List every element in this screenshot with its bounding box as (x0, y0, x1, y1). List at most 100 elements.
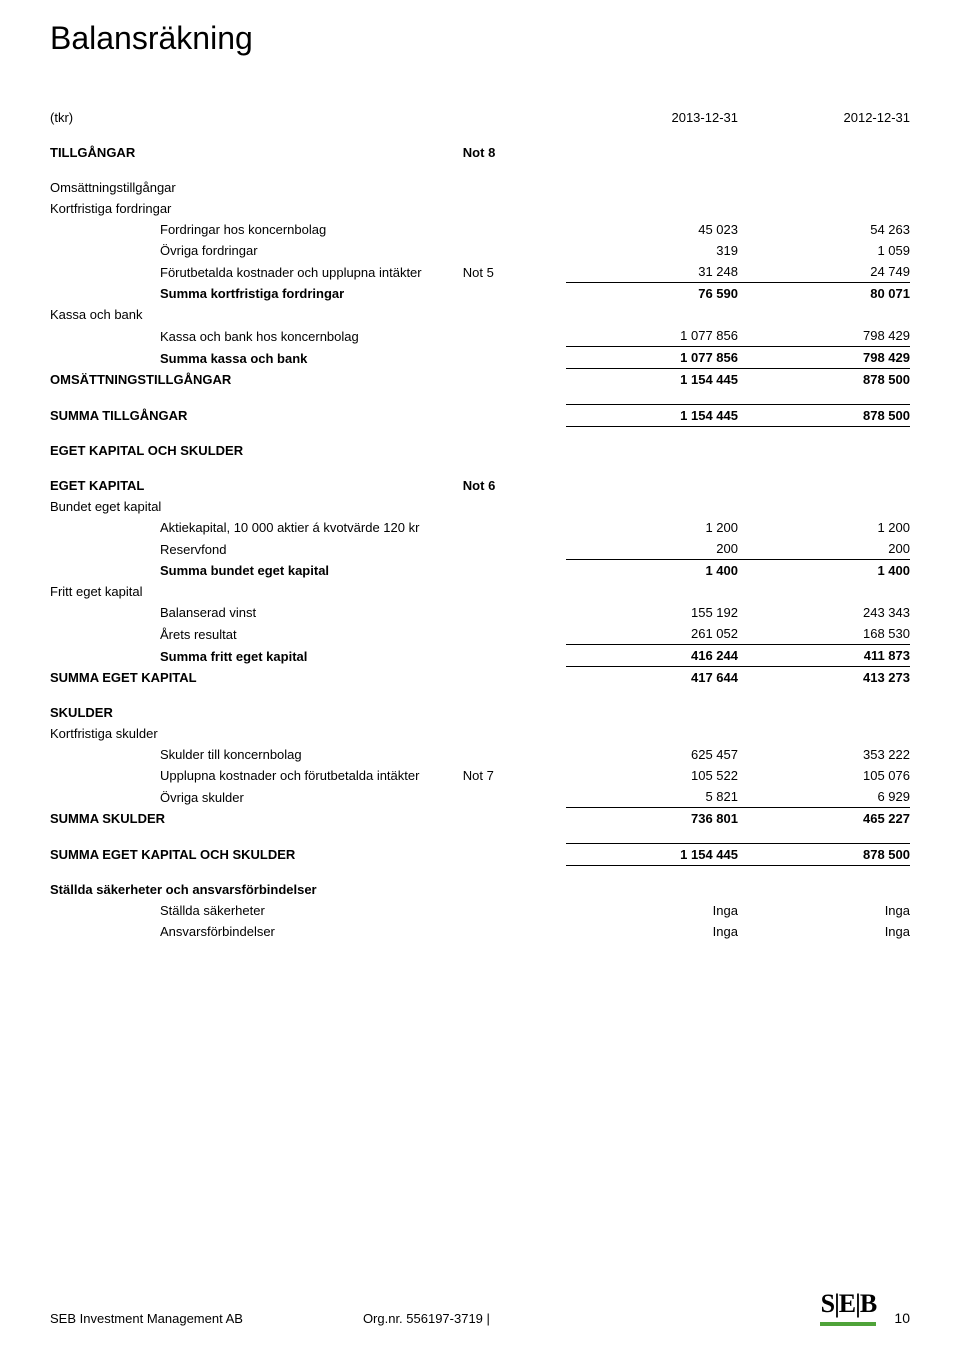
kassa-koncern-a: 1 077 856 (566, 325, 738, 347)
row-sum-tillg: SUMMA TILLGÅNGAR 1 154 445 878 500 (50, 404, 910, 426)
row-sum-ek: SUMMA EGET KAPITAL 417 644 413 273 (50, 667, 910, 689)
bal-vinst-a: 155 192 (566, 602, 738, 623)
sum-kassa-a: 1 077 856 (566, 347, 738, 369)
row-tillgangar: TILLGÅNGAR Not 8 (50, 142, 910, 163)
page-number: 10 (894, 1310, 910, 1326)
col-a-header: 2013-12-31 (566, 107, 738, 128)
sum-fritt-a: 416 244 (566, 645, 738, 667)
row-kort-skulder: Kortfristiga skulder (50, 723, 910, 744)
row-sum-fritt: Summa fritt eget kapital 416 244 411 873 (50, 645, 910, 667)
header-note-blank (463, 107, 566, 128)
row-reservfond: Reservfond 200 200 (50, 538, 910, 560)
ansvar-a: Inga (566, 921, 738, 942)
stallda-sak-label: Ställda säkerheter (50, 900, 463, 921)
footer-orgnr: Org.nr. 556197-3719 | (363, 1311, 490, 1326)
row-ek-skulder: EGET KAPITAL OCH SKULDER (50, 440, 910, 461)
row-skuld-koncern: Skulder till koncernbolag 625 457 353 22… (50, 744, 910, 765)
kort-fordr-label: Kortfristiga fordringar (50, 198, 463, 219)
sum-ek-skuld-a: 1 154 445 (566, 843, 738, 865)
forutbet-note: Not 5 (463, 261, 566, 283)
balance-sheet-table: (tkr) 2013-12-31 2012-12-31 TILLGÅNGAR N… (50, 107, 910, 942)
oms-tillg-sum-b: 878 500 (738, 369, 910, 391)
upplupna-label: Upplupna kostnader och förutbetalda intä… (50, 765, 463, 786)
row-stallda: Ställda säkerheter och ansvarsförbindels… (50, 879, 910, 900)
row-ovr-skuld: Övriga skulder 5 821 6 929 (50, 786, 910, 808)
arets-res-a: 261 052 (566, 623, 738, 645)
arets-res-b: 168 530 (738, 623, 910, 645)
kort-skulder-label: Kortfristiga skulder (50, 723, 463, 744)
sum-ek-skuld-b: 878 500 (738, 843, 910, 865)
fordr-koncern-a: 45 023 (566, 219, 738, 240)
row-bundet: Bundet eget kapital (50, 496, 910, 517)
sum-kort-fordr-label: Summa kortfristiga fordringar (50, 283, 463, 305)
forutbet-a: 31 248 (566, 261, 738, 283)
sum-skuld-label: SUMMA SKULDER (50, 808, 463, 830)
page-footer: SEB Investment Management AB Org.nr. 556… (50, 1286, 910, 1326)
sum-kassa-label: Summa kassa och bank (50, 347, 463, 369)
sum-fritt-label: Summa fritt eget kapital (50, 645, 463, 667)
oms-tillg-sum-a: 1 154 445 (566, 369, 738, 391)
fordr-koncern-label: Fordringar hos koncernbolag (50, 219, 463, 240)
sum-ek-b: 413 273 (738, 667, 910, 689)
bal-vinst-label: Balanserad vinst (50, 602, 463, 623)
ovriga-fordr-b: 1 059 (738, 240, 910, 261)
row-stallda-sak: Ställda säkerheter Inga Inga (50, 900, 910, 921)
reservfond-a: 200 (566, 538, 738, 560)
sum-tillg-b: 878 500 (738, 404, 910, 426)
ek-note: Not 6 (463, 475, 566, 496)
header-row: (tkr) 2013-12-31 2012-12-31 (50, 107, 910, 128)
fordr-koncern-b: 54 263 (738, 219, 910, 240)
unit-label: (tkr) (50, 107, 463, 128)
aktiekap-a: 1 200 (566, 517, 738, 538)
row-kassa-koncern: Kassa och bank hos koncernbolag 1 077 85… (50, 325, 910, 347)
row-arets-res: Årets resultat 261 052 168 530 (50, 623, 910, 645)
row-oms-tillg: Omsättningstillgångar (50, 177, 910, 198)
ovriga-fordr-a: 319 (566, 240, 738, 261)
row-aktiekap: Aktiekapital, 10 000 aktier á kvotvärde … (50, 517, 910, 538)
forutbet-b: 24 749 (738, 261, 910, 283)
sum-bundet-label: Summa bundet eget kapital (50, 560, 463, 582)
ek-skulder-label: EGET KAPITAL OCH SKULDER (50, 440, 463, 461)
sum-tillg-label: SUMMA TILLGÅNGAR (50, 404, 463, 426)
aktiekap-label: Aktiekapital, 10 000 aktier á kvotvärde … (50, 517, 463, 538)
kassa-bank-label: Kassa och bank (50, 304, 463, 325)
stallda-sak-a: Inga (566, 900, 738, 921)
oms-tillg-label: Omsättningstillgångar (50, 177, 463, 198)
row-forutbet: Förutbetalda kostnader och upplupna intä… (50, 261, 910, 283)
sum-bundet-a: 1 400 (566, 560, 738, 582)
sum-skuld-b: 465 227 (738, 808, 910, 830)
row-oms-tillg-sum: OMSÄTTNINGSTILLGÅNGAR 1 154 445 878 500 (50, 369, 910, 391)
row-ansvar: Ansvarsförbindelser Inga Inga (50, 921, 910, 942)
ovr-skuld-b: 6 929 (738, 786, 910, 808)
row-sum-bundet: Summa bundet eget kapital 1 400 1 400 (50, 560, 910, 582)
kassa-koncern-b: 798 429 (738, 325, 910, 347)
row-sum-kassa: Summa kassa och bank 1 077 856 798 429 (50, 347, 910, 369)
stallda-label: Ställda säkerheter och ansvarsförbindels… (50, 879, 463, 900)
fritt-label: Fritt eget kapital (50, 581, 463, 602)
footer-company: SEB Investment Management AB (50, 1311, 243, 1326)
ovr-skuld-a: 5 821 (566, 786, 738, 808)
sum-ek-label: SUMMA EGET KAPITAL (50, 667, 463, 689)
row-ovriga-fordr: Övriga fordringar 319 1 059 (50, 240, 910, 261)
page-title: Balansräkning (50, 20, 910, 57)
upplupna-b: 105 076 (738, 765, 910, 786)
forutbet-label: Förutbetalda kostnader och upplupna intä… (50, 261, 463, 283)
sum-kort-fordr-b: 80 071 (738, 283, 910, 305)
sum-skuld-a: 736 801 (566, 808, 738, 830)
tillgangar-label: TILLGÅNGAR (50, 142, 463, 163)
ansvar-label: Ansvarsförbindelser (50, 921, 463, 942)
row-sum-ek-skuld: SUMMA EGET KAPITAL OCH SKULDER 1 154 445… (50, 843, 910, 865)
sum-tillg-a: 1 154 445 (566, 404, 738, 426)
row-upplupna: Upplupna kostnader och förutbetalda intä… (50, 765, 910, 786)
row-kassa-bank: Kassa och bank (50, 304, 910, 325)
arets-res-label: Årets resultat (50, 623, 463, 645)
skuld-koncern-b: 353 222 (738, 744, 910, 765)
row-fordr-koncern: Fordringar hos koncernbolag 45 023 54 26… (50, 219, 910, 240)
tillgangar-note: Not 8 (463, 142, 566, 163)
stallda-sak-b: Inga (738, 900, 910, 921)
upplupna-a: 105 522 (566, 765, 738, 786)
reservfond-label: Reservfond (50, 538, 463, 560)
oms-tillg-sum-label: OMSÄTTNINGSTILLGÅNGAR (50, 369, 463, 391)
ovr-skuld-label: Övriga skulder (50, 786, 463, 808)
skuld-koncern-a: 625 457 (566, 744, 738, 765)
